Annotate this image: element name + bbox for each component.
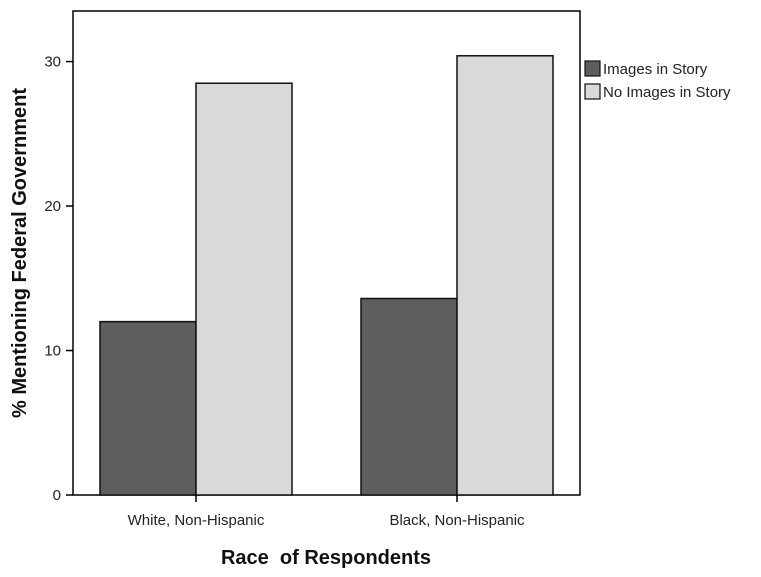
legend-label: No Images in Story (603, 84, 731, 101)
y-tick-label: 10 (44, 343, 61, 360)
y-tick-label: 0 (53, 487, 61, 504)
bar (360, 297, 458, 496)
bar (195, 82, 293, 496)
legend: Images in Story No Images in Story (584, 60, 731, 101)
legend-label: Images in Story (603, 61, 708, 78)
legend-swatch (584, 60, 601, 77)
x-axis-label: Race of Respondents (221, 547, 431, 569)
y-tick-label: 30 (44, 54, 61, 71)
x-tick-label: White, Non-Hispanic (128, 512, 265, 529)
bar (99, 320, 197, 496)
y-axis: 0 10 20 30 (44, 54, 73, 504)
bar (456, 55, 554, 496)
legend-swatch (584, 83, 601, 100)
x-tick-label: Black, Non-Hispanic (389, 512, 525, 529)
y-axis-label: % Mentioning Federal Government (9, 88, 31, 418)
bars-layer (99, 55, 554, 496)
x-axis: White, Non-Hispanic Black, Non-Hispanic (128, 495, 525, 529)
y-tick-label: 20 (44, 198, 61, 215)
